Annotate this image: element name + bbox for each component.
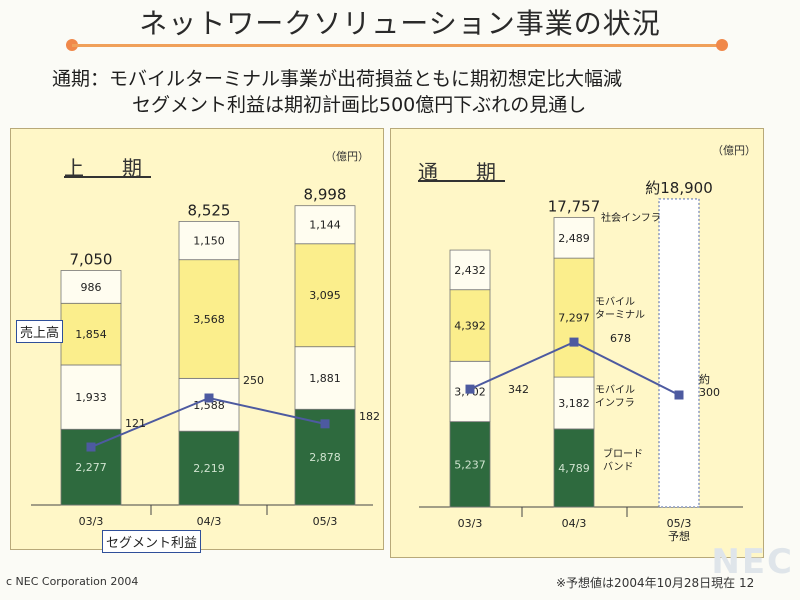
- bar-value-label: 2,878: [309, 451, 341, 464]
- copyright-text: c NEC Corporation 2004: [6, 575, 139, 588]
- bar-segment: [294, 243, 356, 348]
- bar-value-label: 986: [81, 281, 102, 294]
- page-title: ネットワークソリューション事業の状況: [139, 7, 661, 40]
- segment-profit-point: [569, 337, 579, 347]
- segment-profit-callout-label: セグメント利益: [102, 530, 202, 553]
- bar-total-label: 約18,900: [645, 179, 713, 197]
- segment-profit-point: [465, 384, 475, 394]
- bar-value-label: 2,489: [558, 232, 590, 245]
- bar-segment: [178, 221, 240, 261]
- bar-segment: [294, 346, 356, 410]
- bar-value-label: 1,150: [193, 235, 225, 248]
- subtitle-line-2: セグメント利益は期初計画比500億円下ぶれの見通し: [132, 94, 587, 116]
- nec-logo-watermark: NEC: [711, 542, 794, 582]
- bar-value-label: 2,219: [193, 462, 225, 475]
- segment-profit-point: [204, 393, 214, 403]
- segment-profit-value-label: 121: [125, 417, 146, 430]
- bar-segment: [60, 270, 122, 304]
- series-legend-label: バンド: [603, 461, 634, 473]
- series-legend-label: ターミナル: [595, 309, 645, 321]
- bar-segment: [294, 205, 356, 245]
- bar-value-label: 4,789: [558, 462, 590, 475]
- bar-segment: [178, 259, 240, 379]
- bar-segment: [553, 257, 595, 378]
- bar-value-label: 7,297: [558, 312, 590, 325]
- bar-total-label: 8,998: [304, 186, 347, 204]
- x-tick-label: 04/3: [562, 517, 587, 530]
- panel-first-half: 2,277 1,933 1,854 986 7,050 03/3 2,219 1,588 3,5…: [10, 128, 384, 550]
- bar-value-label: 1,144: [309, 219, 341, 232]
- segment-profit-point: [674, 390, 684, 400]
- bar-segment: [178, 430, 240, 506]
- segment-profit-value-label: 342: [508, 383, 529, 396]
- x-tick-label: 03/3: [458, 517, 483, 530]
- segment-profit-value-label: 300: [699, 386, 720, 399]
- bar-segment: [449, 289, 491, 362]
- panel-full-year: 5,2373,7024,3922,43203/34,7893,1827,2972…: [390, 128, 764, 558]
- bar-value-label: 1,881: [309, 372, 341, 385]
- segment-profit-value-label: 約: [699, 372, 710, 386]
- chart-first-half: 2,2771,9331,8549867,05003/32,2191,5883,5…: [31, 186, 380, 528]
- bar-segment: [60, 302, 122, 366]
- series-legend-label: ブロード: [603, 447, 643, 460]
- x-tick-label: 05/3: [313, 515, 338, 528]
- chart-full-year: 5,2373,7024,3922,43203/34,7893,1827,2972…: [419, 179, 743, 543]
- segment-profit-value-label: 182: [359, 410, 380, 423]
- bar-value-label: 3,568: [193, 313, 225, 326]
- bar-segment: [553, 376, 595, 430]
- chart-title-first-half: 上 期: [64, 156, 151, 180]
- segment-profit-point: [86, 442, 96, 452]
- bar-value-label: 2,277: [75, 461, 107, 474]
- segment-profit-point: [320, 419, 330, 429]
- subtitle-line-1: 通期：モバイルターミナル事業が出荷損益ともに期初想定比大幅減: [52, 68, 623, 90]
- bar-segment: [60, 364, 122, 430]
- bar-segment: [553, 428, 595, 508]
- title-rule: [72, 44, 722, 47]
- bar-value-label: 1,854: [75, 328, 107, 341]
- bar-value-label: 1,933: [75, 391, 107, 404]
- x-tick-sublabel: 予想: [668, 529, 690, 543]
- bar-value-label: 4,392: [454, 319, 486, 332]
- series-legend-label: モバイル: [595, 296, 635, 308]
- forecast-bar: [658, 198, 700, 508]
- bar-value-label: 3,182: [558, 397, 590, 410]
- series-legend-label: インフラ: [595, 397, 635, 409]
- unit-label-first-half: （億円）: [325, 150, 369, 163]
- bar-segment: [449, 249, 491, 291]
- bar-total-label: 8,525: [188, 201, 231, 219]
- x-tick-label: 04/3: [197, 515, 222, 528]
- bar-segment: [60, 428, 122, 506]
- series-legend-label: モバイル: [595, 384, 635, 396]
- forecast-note: ※予想値は2004年10月28日現在 12: [556, 576, 755, 590]
- bar-value-label: 5,237: [454, 458, 486, 471]
- sales-callout-label: 売上高: [16, 320, 64, 343]
- chart-title-full-year: 通 期: [418, 160, 505, 184]
- bar-segment: [449, 421, 491, 508]
- series-legend-label: 社会インフラ: [601, 211, 661, 224]
- bar-segment: [178, 377, 240, 432]
- x-tick-label: 03/3: [79, 515, 104, 528]
- bar-value-label: 2,432: [454, 264, 486, 277]
- segment-profit-value-label: 678: [610, 332, 631, 345]
- bar-total-label: 7,050: [70, 250, 113, 268]
- title-rule-dot-right: [716, 39, 728, 51]
- segment-profit-value-label: 250: [243, 374, 264, 387]
- unit-label-full-year: （億円）: [712, 144, 756, 157]
- x-tick-label: 05/3: [667, 517, 692, 530]
- bar-segment: [553, 217, 595, 259]
- bar-total-label: 17,757: [548, 198, 601, 216]
- bar-value-label: 3,095: [309, 289, 341, 302]
